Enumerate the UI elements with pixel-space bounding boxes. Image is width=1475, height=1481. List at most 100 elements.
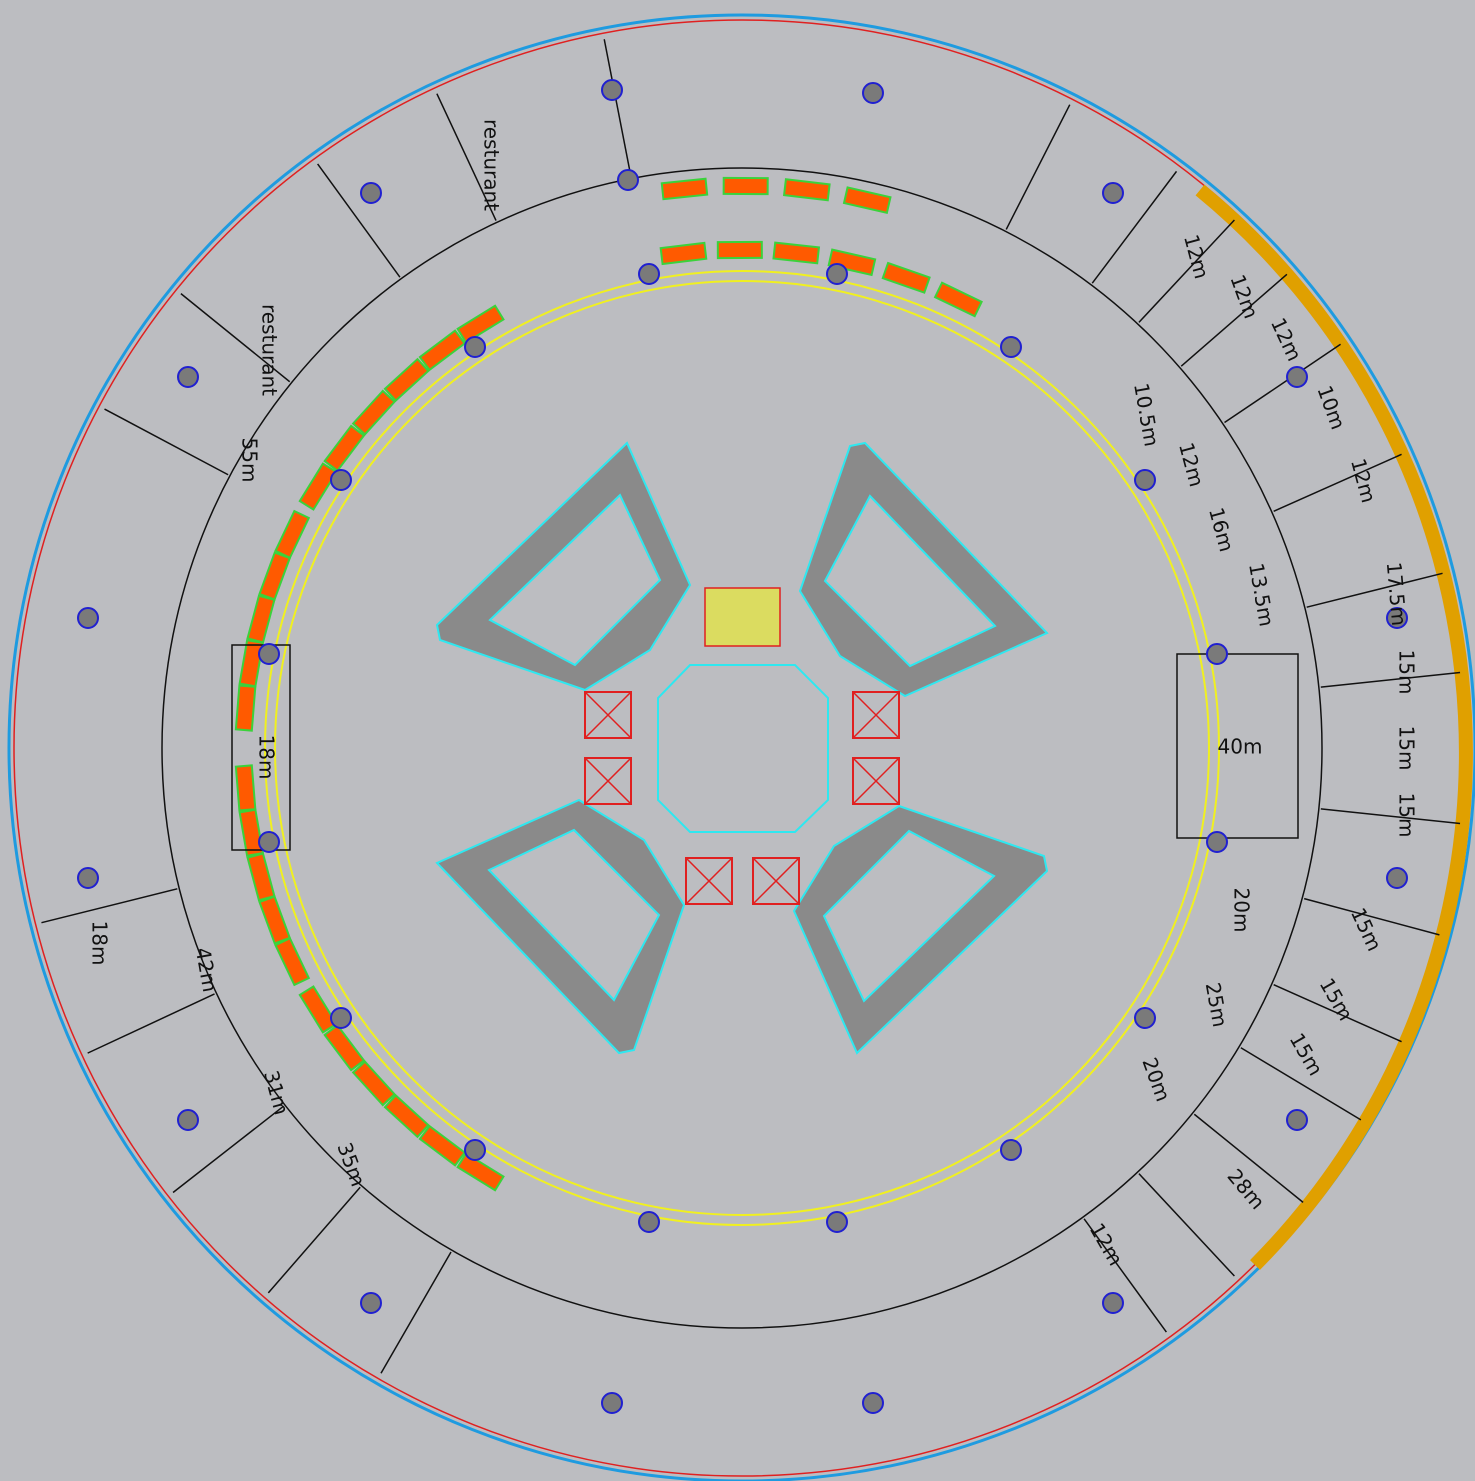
wall (1303, 897, 1440, 936)
core-void (488, 493, 662, 667)
column (1386, 607, 1408, 629)
elevator-cross (584, 691, 632, 739)
wall (1273, 984, 1402, 1043)
room-label: 20m (1230, 888, 1254, 933)
column (177, 366, 199, 388)
column (617, 169, 639, 191)
panel (246, 594, 276, 644)
stair (704, 587, 781, 647)
atrium-rail (264, 270, 1220, 1226)
room-label: 18m (255, 735, 279, 780)
panel (323, 424, 366, 473)
core-void (822, 829, 996, 1003)
room-label: 17.5m (1382, 561, 1411, 627)
wall (1138, 1173, 1235, 1277)
wall (317, 163, 401, 278)
column (1134, 1007, 1156, 1029)
panel (298, 985, 338, 1034)
panel (383, 357, 430, 403)
panel (660, 177, 709, 201)
elevator (852, 691, 900, 739)
panel (274, 509, 311, 560)
column (601, 1392, 623, 1414)
room-label: 15m (1395, 650, 1419, 695)
column (638, 1211, 660, 1233)
wall (1005, 104, 1071, 230)
panel (418, 1124, 467, 1167)
elevator-cross (852, 757, 900, 805)
panel (722, 176, 769, 196)
wall (1240, 1047, 1362, 1121)
room-label: 18m (88, 921, 112, 966)
panel (456, 1152, 505, 1192)
panel (238, 808, 265, 857)
column (1286, 1109, 1308, 1131)
panel (246, 852, 276, 902)
panel (827, 248, 877, 277)
elevator (584, 757, 632, 805)
wall (87, 993, 215, 1054)
column (77, 867, 99, 889)
panel (418, 329, 467, 372)
panel (351, 389, 397, 436)
wall (1320, 671, 1461, 688)
elevator (752, 857, 800, 905)
core-void (487, 828, 661, 1002)
restaurant-label: resturant (258, 304, 282, 396)
column (258, 643, 280, 665)
wall (180, 293, 291, 383)
wall (1320, 808, 1461, 825)
column (1102, 1292, 1124, 1314)
panel (772, 241, 821, 265)
column (601, 79, 623, 101)
column (177, 1109, 199, 1131)
panel (234, 764, 257, 812)
wall (267, 1186, 361, 1294)
column (638, 263, 660, 285)
column (826, 1211, 848, 1233)
wall (104, 408, 229, 476)
column (1102, 182, 1124, 204)
room-label: 55m (238, 438, 262, 483)
wall (1180, 273, 1288, 367)
panel (234, 684, 257, 732)
room-label: 15m (1395, 793, 1419, 838)
column (258, 831, 280, 853)
elevator (685, 857, 733, 905)
column (360, 1292, 382, 1314)
elevator (584, 691, 632, 739)
wall (1083, 1218, 1167, 1333)
atrium-rail (274, 280, 1210, 1216)
column (330, 469, 352, 491)
core (234, 176, 1049, 1192)
column (360, 182, 382, 204)
column (1386, 867, 1408, 889)
panel (323, 1023, 366, 1072)
panel (842, 186, 892, 215)
wall (1306, 572, 1443, 608)
column (1206, 643, 1228, 665)
panel (274, 936, 311, 987)
wall (380, 1251, 452, 1374)
outer-wall (7, 13, 1475, 1481)
wall (172, 1105, 284, 1194)
elevator (852, 757, 900, 805)
panel (716, 240, 763, 260)
panel (933, 281, 983, 318)
column (1000, 336, 1022, 358)
elevator-cross (584, 757, 632, 805)
column (77, 607, 99, 629)
wall (1224, 343, 1341, 424)
column (464, 1139, 486, 1161)
column (1000, 1139, 1022, 1161)
panel (782, 178, 831, 202)
panel (456, 304, 505, 344)
facade-band (1195, 184, 1473, 1270)
room-label: 15m (1395, 726, 1419, 771)
wall (1273, 453, 1402, 512)
room-walls (41, 39, 1461, 1374)
core-void (823, 494, 997, 668)
room (1176, 653, 1299, 839)
